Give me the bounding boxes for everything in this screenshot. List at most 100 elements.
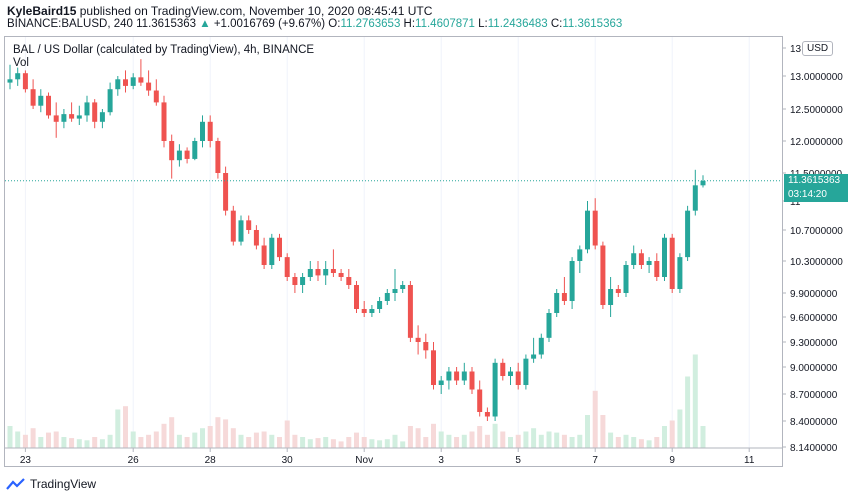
- price-axis: 1313.000000012.500000012.000000011.50000…: [782, 44, 843, 454]
- up-arrow-icon: ▲: [199, 18, 211, 30]
- candle-body: [454, 371, 460, 381]
- volume-bar: [69, 438, 75, 448]
- volume-bar: [261, 431, 267, 448]
- candle-body: [484, 412, 490, 417]
- volume-label: Vol: [13, 57, 29, 69]
- volume-bar: [176, 434, 182, 448]
- price-tick-label: 12.5000000: [790, 105, 843, 116]
- volume-bar: [523, 431, 529, 448]
- volume-bar: [569, 437, 575, 448]
- close-label: C:: [550, 18, 563, 30]
- chart-frame[interactable]: [4, 36, 783, 467]
- volume-bar: [284, 420, 290, 448]
- candle-body: [585, 210, 590, 250]
- close-value: 11.3615363: [562, 18, 623, 30]
- candle-body: [438, 380, 444, 385]
- candle-body: [184, 150, 190, 159]
- candle-body: [323, 269, 329, 276]
- volume-bar: [323, 437, 329, 448]
- candle-body: [238, 220, 244, 242]
- volume-bar: [685, 376, 691, 448]
- symbol-label: BINANCE:BALUSD, 240: [7, 18, 133, 30]
- candle-body: [53, 115, 59, 122]
- volume-bar: [269, 434, 275, 448]
- change-value: +1.0016769 (+9.67%): [213, 18, 326, 30]
- volume-bar: [338, 441, 344, 448]
- candle-body: [69, 114, 75, 119]
- candle-body: [223, 173, 229, 211]
- price-tick-label: 10.7000000: [790, 226, 843, 237]
- candle-body: [569, 261, 575, 301]
- candle-body: [269, 237, 275, 265]
- volume-bar: [554, 432, 560, 448]
- last-price-label: 11.3615363: [784, 173, 848, 188]
- candle-body: [338, 273, 344, 277]
- volume-bar: [615, 437, 621, 448]
- candle-body: [354, 285, 359, 309]
- volume-bar: [346, 437, 352, 448]
- volume-bar: [477, 426, 483, 448]
- volume-bar: [431, 423, 436, 448]
- author-name[interactable]: KyleBaird15: [7, 4, 77, 18]
- candle-body: [415, 337, 421, 342]
- candle-body: [99, 112, 105, 122]
- price-tick-label: 12.0000000: [790, 137, 843, 148]
- volume-bar: [531, 428, 537, 448]
- price-tick-label: 9.0000000: [790, 363, 838, 374]
- volume-bar: [307, 439, 313, 448]
- volume-bar: [200, 428, 205, 448]
- volume-bar: [600, 415, 606, 448]
- candle-body: [346, 277, 352, 285]
- candle-body: [253, 230, 259, 246]
- price-tick-label: 13: [790, 44, 802, 55]
- candle-body: [22, 73, 28, 90]
- candle-body: [361, 309, 367, 313]
- volume-bar: [700, 426, 706, 448]
- candle-body: [261, 245, 267, 265]
- candle-body: [600, 245, 606, 305]
- candle-body: [508, 371, 513, 376]
- candle-body: [392, 289, 398, 293]
- candle-body: [315, 269, 321, 276]
- candle-body: [138, 77, 144, 83]
- candle-body: [369, 309, 375, 313]
- time-axis: 23 26 28 30 Nov 3 5 7 9 11: [5, 447, 782, 466]
- volume-bar: [30, 428, 36, 448]
- time-tick-label: 9: [669, 455, 675, 466]
- volume-bar: [369, 439, 375, 448]
- publish-info: published on TradingView.com, November 1…: [79, 4, 433, 18]
- price-tick-label: 13.0000000: [790, 72, 843, 83]
- volume-bar: [608, 432, 614, 448]
- candle-body: [130, 77, 136, 86]
- volume-bar: [654, 437, 660, 448]
- low-value: 11.2436483: [487, 18, 548, 30]
- volume-bar: [246, 437, 252, 448]
- candle-body: [400, 285, 406, 289]
- volume-bar: [631, 437, 637, 448]
- currency-button[interactable]: USD: [802, 41, 834, 56]
- candle-body: [523, 358, 529, 385]
- candle-body: [46, 95, 51, 116]
- volume-bar: [207, 426, 213, 448]
- volume-bar: [692, 354, 698, 448]
- volume-bar: [438, 431, 444, 448]
- volume-bar: [646, 440, 652, 448]
- tradingview-brand[interactable]: TradingView: [30, 477, 97, 491]
- candle-body: [592, 210, 598, 246]
- volume-bar: [592, 390, 598, 448]
- volume-bar: [461, 434, 467, 448]
- volume-bar: [76, 439, 82, 448]
- candle-body: [384, 293, 390, 301]
- candle-body: [546, 313, 552, 338]
- volume-bar: [230, 428, 236, 448]
- volume-bar: [184, 437, 190, 448]
- candle-body: [61, 114, 67, 122]
- candle-body: [230, 210, 236, 242]
- candle-body: [646, 261, 652, 265]
- candle-body: [76, 115, 82, 119]
- candle-body: [176, 150, 182, 161]
- countdown-label: 03:14:20: [784, 187, 848, 202]
- candle-body: [608, 289, 614, 305]
- time-tick-label: 11: [744, 455, 755, 466]
